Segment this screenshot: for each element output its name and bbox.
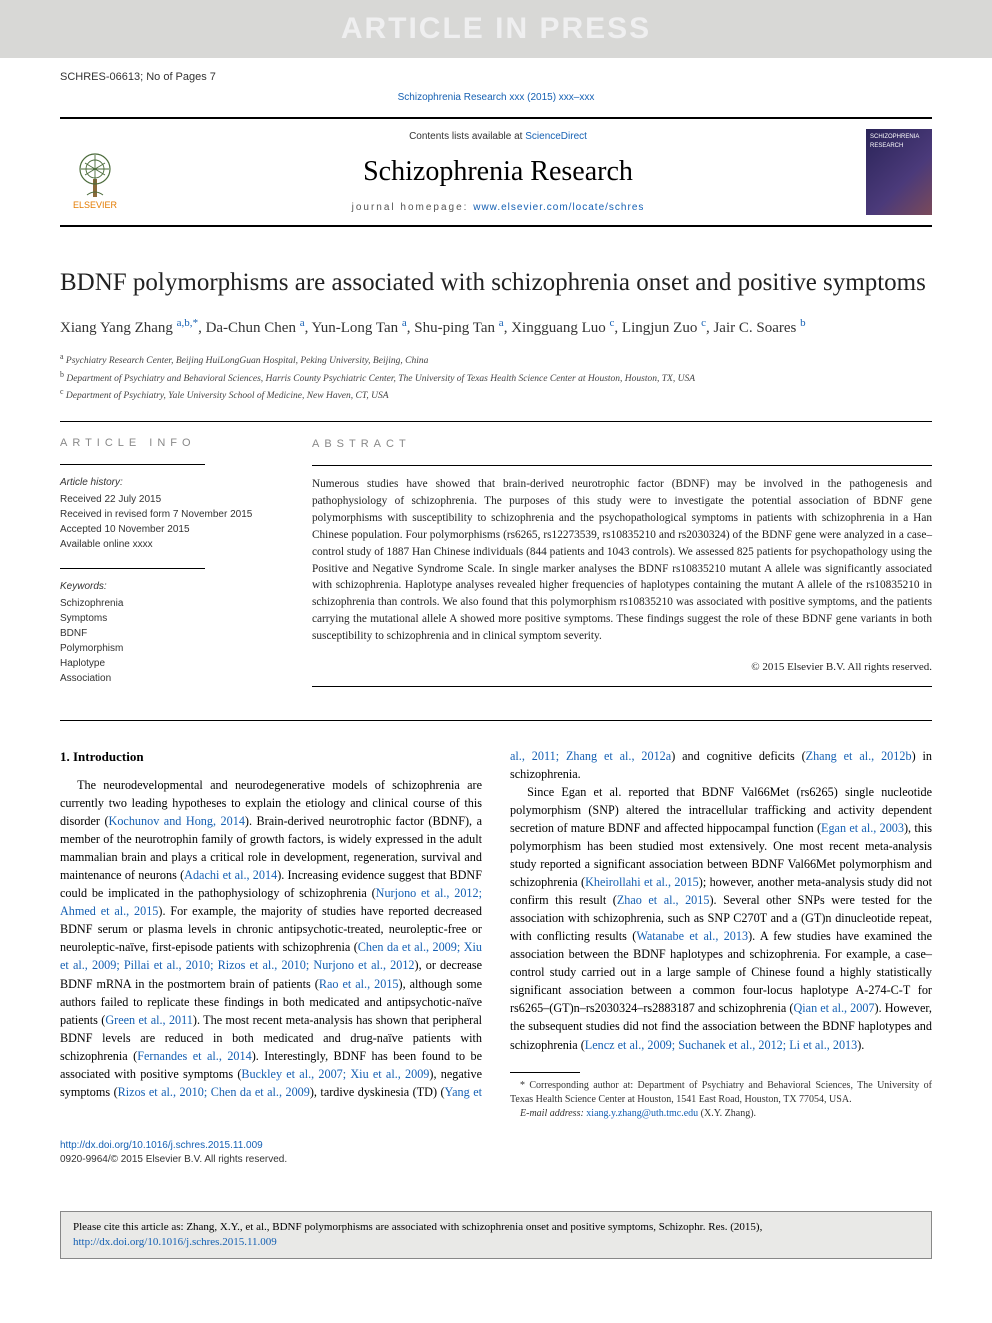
journal-cover-thumbnail[interactable]: SCHIZOPHRENIA RESEARCH (866, 129, 932, 215)
abstract-text: Numerous studies have showed that brain-… (312, 476, 932, 645)
ref-link[interactable]: Kheirollahi et al., 2015 (585, 875, 699, 889)
ref-link[interactable]: Rizos et al., 2010; Chen da et al., 2009 (118, 1085, 310, 1099)
watermark-banner: ARTICLE IN PRESS (0, 0, 992, 58)
ref-link[interactable]: Lencz et al., 2009; Suchanek et al., 201… (585, 1038, 857, 1052)
contents-line: Contents lists available at ScienceDirec… (142, 130, 854, 144)
ref-link[interactable]: Watanabe et al., 2013 (636, 929, 748, 943)
journal-homepage: journal homepage: www.elsevier.com/locat… (142, 201, 854, 215)
sciencedirect-link[interactable]: ScienceDirect (525, 131, 587, 142)
intro-p2: Since Egan et al. reported that BDNF Val… (510, 783, 932, 1054)
ref-link[interactable]: Zhang et al., 2012b (806, 749, 912, 763)
homepage-link[interactable]: www.elsevier.com/locate/schres (473, 202, 644, 213)
keywords-block: Keywords: Schizophrenia Symptoms BDNF Po… (60, 579, 280, 686)
cite-doi-link[interactable]: http://dx.doi.org/10.1016/j.schres.2015.… (73, 1236, 277, 1248)
article-body: 1. Introduction The neurodevelopmental a… (60, 747, 932, 1121)
ref-link[interactable]: Egan et al., 2003 (821, 821, 904, 835)
publisher-name: ELSEVIER (73, 199, 117, 212)
author-list: Xiang Yang Zhang a,b,*, Da-Chun Chen a, … (60, 315, 932, 340)
journal-name: Schizophrenia Research (142, 152, 854, 191)
article-info-sidebar: ARTICLE INFO Article history: Received 2… (60, 436, 280, 701)
publisher-logo[interactable]: ELSEVIER (60, 133, 130, 211)
ref-link[interactable]: Qian et al., 2007 (793, 1001, 874, 1015)
ref-link[interactable]: Fernandes et al., 2014 (137, 1049, 252, 1063)
elsevier-tree-icon (71, 149, 119, 199)
ref-link[interactable]: Buckley et al., 2007; Xiu et al., 2009 (241, 1067, 429, 1081)
top-citation-link[interactable]: Schizophrenia Research xxx (2015) xxx–xx… (60, 91, 932, 105)
doi-block: http://dx.doi.org/10.1016/j.schres.2015.… (60, 1139, 932, 1167)
journal-masthead: ELSEVIER Contents lists available at Sci… (60, 117, 932, 227)
article-title: BDNF polymorphisms are associated with s… (60, 267, 932, 298)
ref-link[interactable]: Zhao et al., 2015 (617, 893, 710, 907)
doi-link[interactable]: http://dx.doi.org/10.1016/j.schres.2015.… (60, 1140, 263, 1151)
ref-link[interactable]: Kochunov and Hong, 2014 (109, 814, 245, 828)
introduction-heading: 1. Introduction (60, 747, 482, 766)
document-id: SCHRES-06613; No of Pages 7 (60, 70, 932, 85)
abstract-copyright: © 2015 Elsevier B.V. All rights reserved… (312, 659, 932, 676)
affiliations: a Psychiatry Research Center, Beijing Hu… (60, 351, 932, 403)
citation-footer-box: Please cite this article as: Zhang, X.Y.… (60, 1211, 932, 1260)
abstract-heading: ABSTRACT (312, 436, 932, 453)
article-info-heading: ARTICLE INFO (60, 436, 280, 451)
ref-link[interactable]: Adachi et al., 2014 (184, 868, 277, 882)
ref-link[interactable]: Green et al., 2011 (105, 1013, 193, 1027)
abstract-column: ABSTRACT Numerous studies have showed th… (312, 436, 932, 701)
ref-link[interactable]: Rao et al., 2015 (319, 977, 399, 991)
footnotes: * Corresponding author at: Department of… (510, 1079, 932, 1121)
article-history: Article history: Received 22 July 2015 R… (60, 475, 280, 552)
corr-email-link[interactable]: xiang.y.zhang@uth.tmc.edu (586, 1108, 698, 1119)
